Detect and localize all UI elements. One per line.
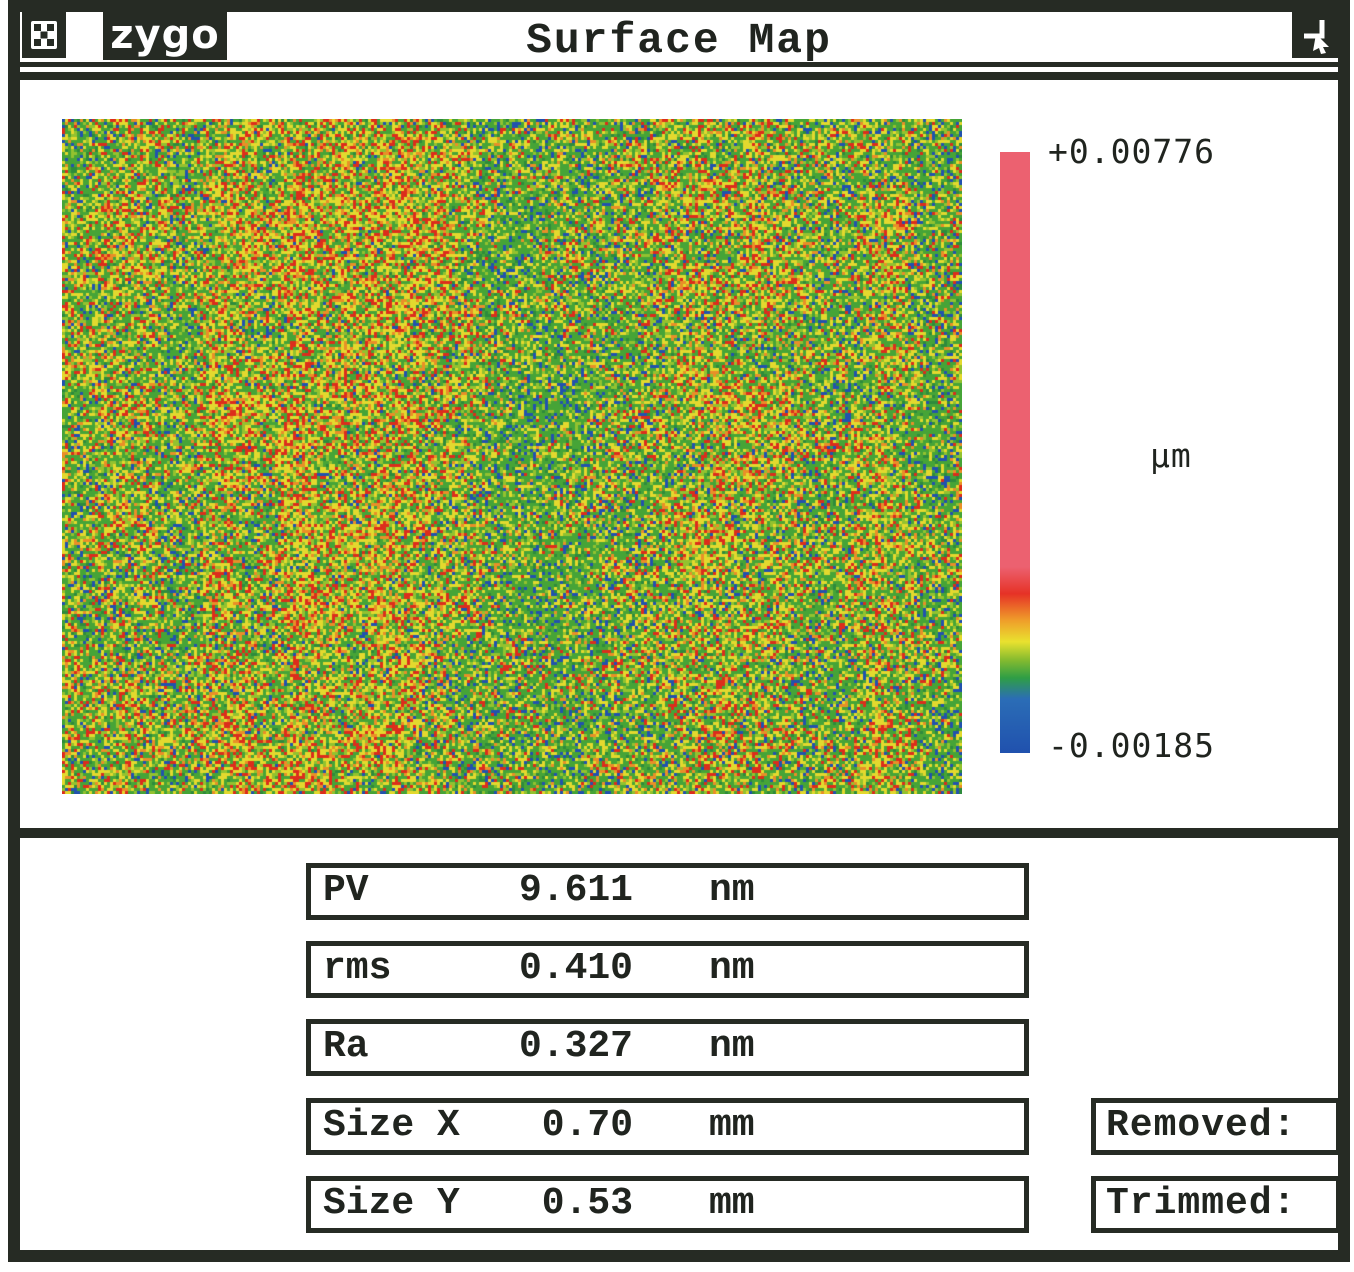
colorbar-unit-label: µm xyxy=(1150,436,1192,475)
colorbar-max-label: +0.00776 xyxy=(1048,132,1215,171)
stat-label: PV xyxy=(323,869,369,912)
content-top-divider xyxy=(20,72,1338,80)
stat-unit: nm xyxy=(709,947,755,990)
window-title: Surface Map xyxy=(526,16,832,65)
stat-label: rms xyxy=(323,947,392,990)
stat-unit: mm xyxy=(709,1104,755,1147)
corner-arrow-cursor-icon xyxy=(1304,20,1329,54)
stat-value: 0.410 xyxy=(518,947,633,990)
surface-map-window: zygo Surface Map +0.00776 µm -0.00185 PV… xyxy=(8,0,1350,1262)
surface-map-canvas xyxy=(62,119,962,794)
flag-box-removed[interactable]: Removed: xyxy=(1091,1098,1342,1155)
stat-label: Size Y xyxy=(323,1182,460,1225)
stat-unit: nm xyxy=(709,1025,755,1068)
stat-unit: nm xyxy=(709,869,755,912)
titlebar: zygo Surface Map xyxy=(20,10,1338,65)
stat-value: 0.327 xyxy=(518,1025,633,1068)
stat-box-size-y[interactable]: Size Y 0.53 mm xyxy=(306,1176,1029,1233)
flag-label: Trimmed: xyxy=(1106,1182,1297,1225)
corner-tool-button[interactable] xyxy=(1292,12,1338,58)
stat-value: 9.611 xyxy=(518,869,633,912)
stat-box-pv[interactable]: PV 9.611 nm xyxy=(306,863,1029,920)
panel-divider xyxy=(20,828,1338,838)
colorbar-gradient xyxy=(1000,152,1030,753)
zygo-logo: zygo xyxy=(103,10,227,60)
stat-label: Size X xyxy=(323,1104,460,1147)
stat-value: 0.70 xyxy=(541,1104,633,1147)
checker-menu-icon xyxy=(31,21,57,49)
flag-label: Removed: xyxy=(1106,1104,1297,1147)
stat-box-rms[interactable]: rms 0.410 nm xyxy=(306,941,1029,998)
flag-box-trimmed[interactable]: Trimmed: xyxy=(1091,1176,1342,1233)
stat-label: Ra xyxy=(323,1025,369,1068)
stat-value: 0.53 xyxy=(541,1182,633,1225)
system-menu-button[interactable] xyxy=(22,12,66,58)
stat-unit: mm xyxy=(709,1182,755,1225)
stat-box-ra[interactable]: Ra 0.327 nm xyxy=(306,1019,1029,1076)
stat-box-size-x[interactable]: Size X 0.70 mm xyxy=(306,1098,1029,1155)
zygo-logo-text: zygo xyxy=(110,12,220,58)
titlebar-divider xyxy=(20,62,1338,67)
colorbar-min-label: -0.00185 xyxy=(1048,726,1215,765)
